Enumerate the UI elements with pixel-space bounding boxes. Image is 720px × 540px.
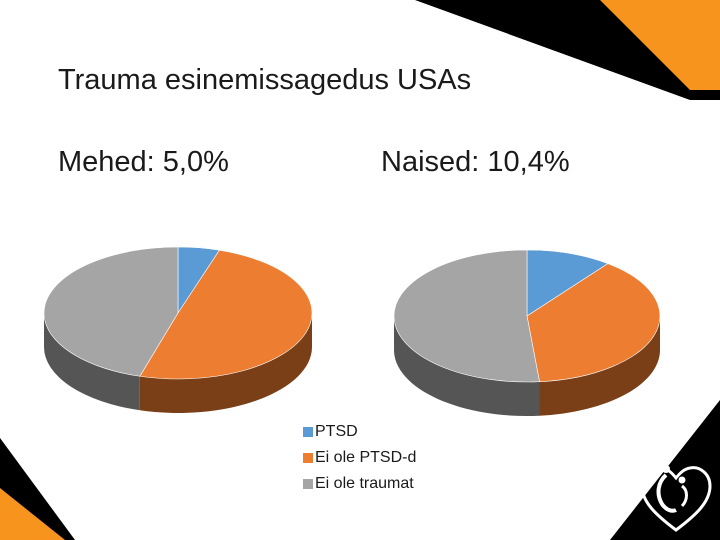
legend-item-no-trauma: Ei ole traumat (303, 471, 416, 497)
pie-men-slice-2 (43, 246, 179, 377)
chart-title-men: Mehed: 5,0% (58, 146, 229, 178)
pie-women-slice-0 (526, 249, 609, 317)
legend-label-ptsd: PTSD (315, 423, 358, 440)
chart-title-women: Naised: 10,4% (381, 146, 570, 178)
legend-item-ptsd: PTSD (303, 419, 416, 445)
heart-figure-logo-icon (640, 465, 712, 532)
bottom-orange-band (0, 488, 65, 540)
top-orange-band (600, 0, 720, 90)
legend-swatch-no-ptsd (303, 453, 313, 463)
pie-men-side-1 (139, 313, 312, 414)
legend-swatch-ptsd (303, 427, 313, 437)
legend-label-no-ptsd: Ei ole PTSD-d (315, 449, 417, 466)
pie-men-side-2 (44, 313, 140, 411)
chart-legend: PTSD Ei ole PTSD-d Ei ole traumat (303, 419, 416, 497)
pie-men-slice-1 (139, 249, 313, 380)
legend-swatch-no-trauma (303, 479, 313, 489)
pie-women-slice-2 (393, 249, 540, 383)
pie-women-slice-1 (526, 263, 661, 383)
pie-women-side-1 (539, 316, 660, 416)
legend-label-no-trauma: Ei ole traumat (315, 475, 414, 492)
pie-women-side-2 (394, 316, 540, 416)
slide-title: Trauma esinemissagedus USAs (58, 64, 472, 96)
legend-item-no-ptsd: Ei ole PTSD-d (303, 445, 416, 471)
